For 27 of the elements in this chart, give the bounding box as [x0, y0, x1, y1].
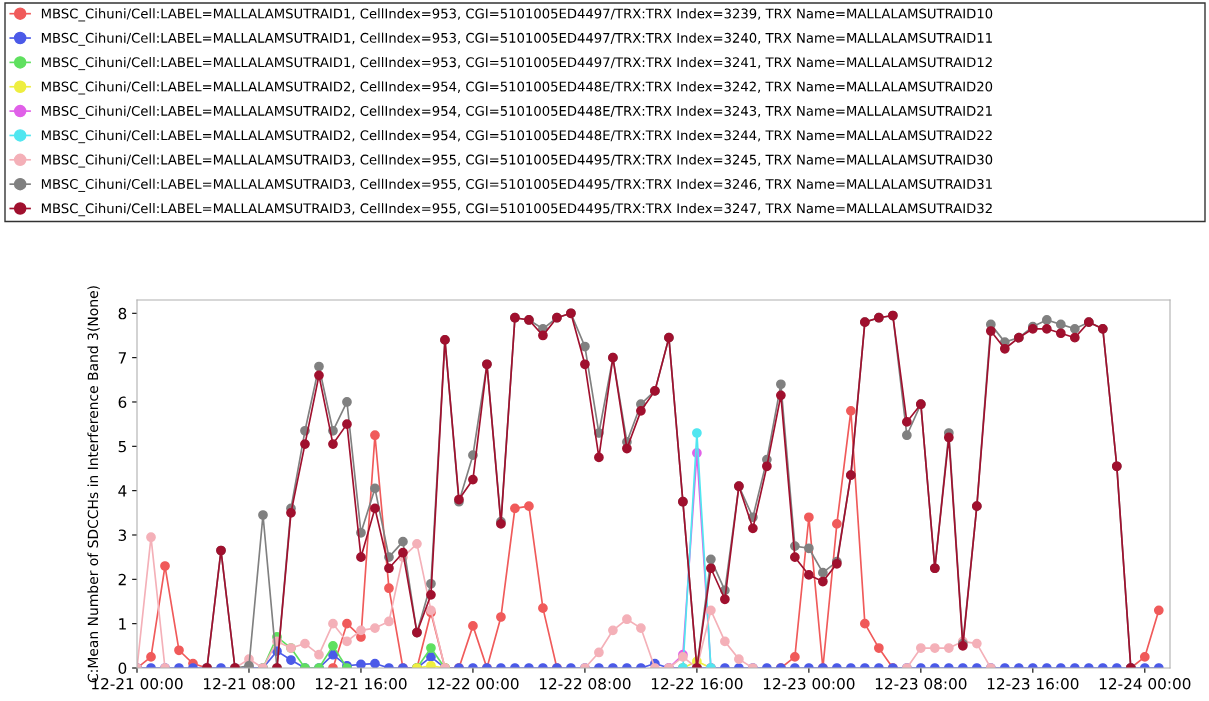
legend-label: MBSC_Cihuni/Cell:LABEL=MALLALAMSUTRAID3, CellIndex=955, CGI=5101005ED4495/TRX:TRX Index=3247, TRX Name=MALLALAMSUTRAID32	[41, 203, 992, 217]
y-tick-label: 6	[118, 396, 127, 408]
legend-label: MBSC_Cihuni/Cell:LABEL=MALLALAMSUTRAID3, CellIndex=955, CGI=5101005ED4495/TRX:TRX Index=3246, TRX Name=MALLALAMSUTRAID31	[41, 178, 992, 192]
legend-label: MBSC_Cihuni/Cell:LABEL=MALLALAMSUTRAID1, CellIndex=953, CGI=5101005ED4497/TRX:TRX Index=3239, TRX Name=MALLALAMSUTRAID10	[41, 8, 993, 22]
y-tick-label: 0	[118, 662, 127, 675]
legend-label: MBSC_Cihuni/Cell:LABEL=MALLALAMSUTRAID2, CellIndex=954, CGI=5101005ED448E/TRX:TRX Index=3243, TRX Name=MALLALAMSUTRAID21	[41, 105, 992, 119]
y-tick-label: 8	[118, 307, 127, 320]
legend-label: MBSC_Cihuni/Cell:LABEL=MALLALAMSUTRAID2, CellIndex=954, CGI=5101005ED448E/TRX:TRX Index=3242, TRX Name=MALLALAMSUTRAID20	[41, 81, 993, 95]
y-tick-label: 7	[118, 352, 126, 364]
x-tick-label: 12-23 00:00	[763, 677, 855, 690]
legend-label: MBSC_Cihuni/Cell:LABEL=MALLALAMSUTRAID1, CellIndex=953, CGI=5101005ED4497/TRX:TRX Index=3241, TRX Name=MALLALAMSUTRAID12	[41, 56, 992, 71]
x-tick-label: 12-22 16:00	[651, 677, 743, 690]
y-tick-label: 4	[118, 485, 127, 497]
legend-label: MBSC_Cihuni/Cell:LABEL=MALLALAMSUTRAID3, CellIndex=955, CGI=5101005ED4495/TRX:TRX Index=3245, TRX Name=MALLALAMSUTRAID30	[41, 154, 993, 168]
x-tick-label: 12-23 16:00	[987, 677, 1079, 690]
x-tick-label: 12-21 08:00	[204, 677, 295, 690]
y-tick-label: 1	[119, 618, 126, 630]
legend-label: MBSC_Cihuni/Cell:LABEL=MALLALAMSUTRAID2, CellIndex=954, CGI=5101005ED448E/TRX:TRX Index=3244, TRX Name=MALLALAMSUTRAID22	[41, 130, 992, 144]
x-tick-label: 12-22 00:00	[427, 677, 519, 690]
y-tick-label: 2	[118, 573, 126, 586]
x-tick-label: 12-22 08:00	[539, 677, 631, 690]
legend-label: MBSC_Cihuni/Cell:LABEL=MALLALAMSUTRAID1, CellIndex=953, CGI=5101005ED4497/TRX:TRX Index=3240, TRX Name=MALLALAMSUTRAID11	[41, 32, 992, 46]
x-tick-label: 12-23 08:00	[875, 677, 967, 690]
x-tick-label: 12-24 00:00	[1099, 677, 1191, 690]
x-tick-label: 12-21 16:00	[316, 677, 407, 690]
y-tick-label: 3	[118, 529, 127, 542]
y-tick-label: 5	[118, 440, 126, 453]
